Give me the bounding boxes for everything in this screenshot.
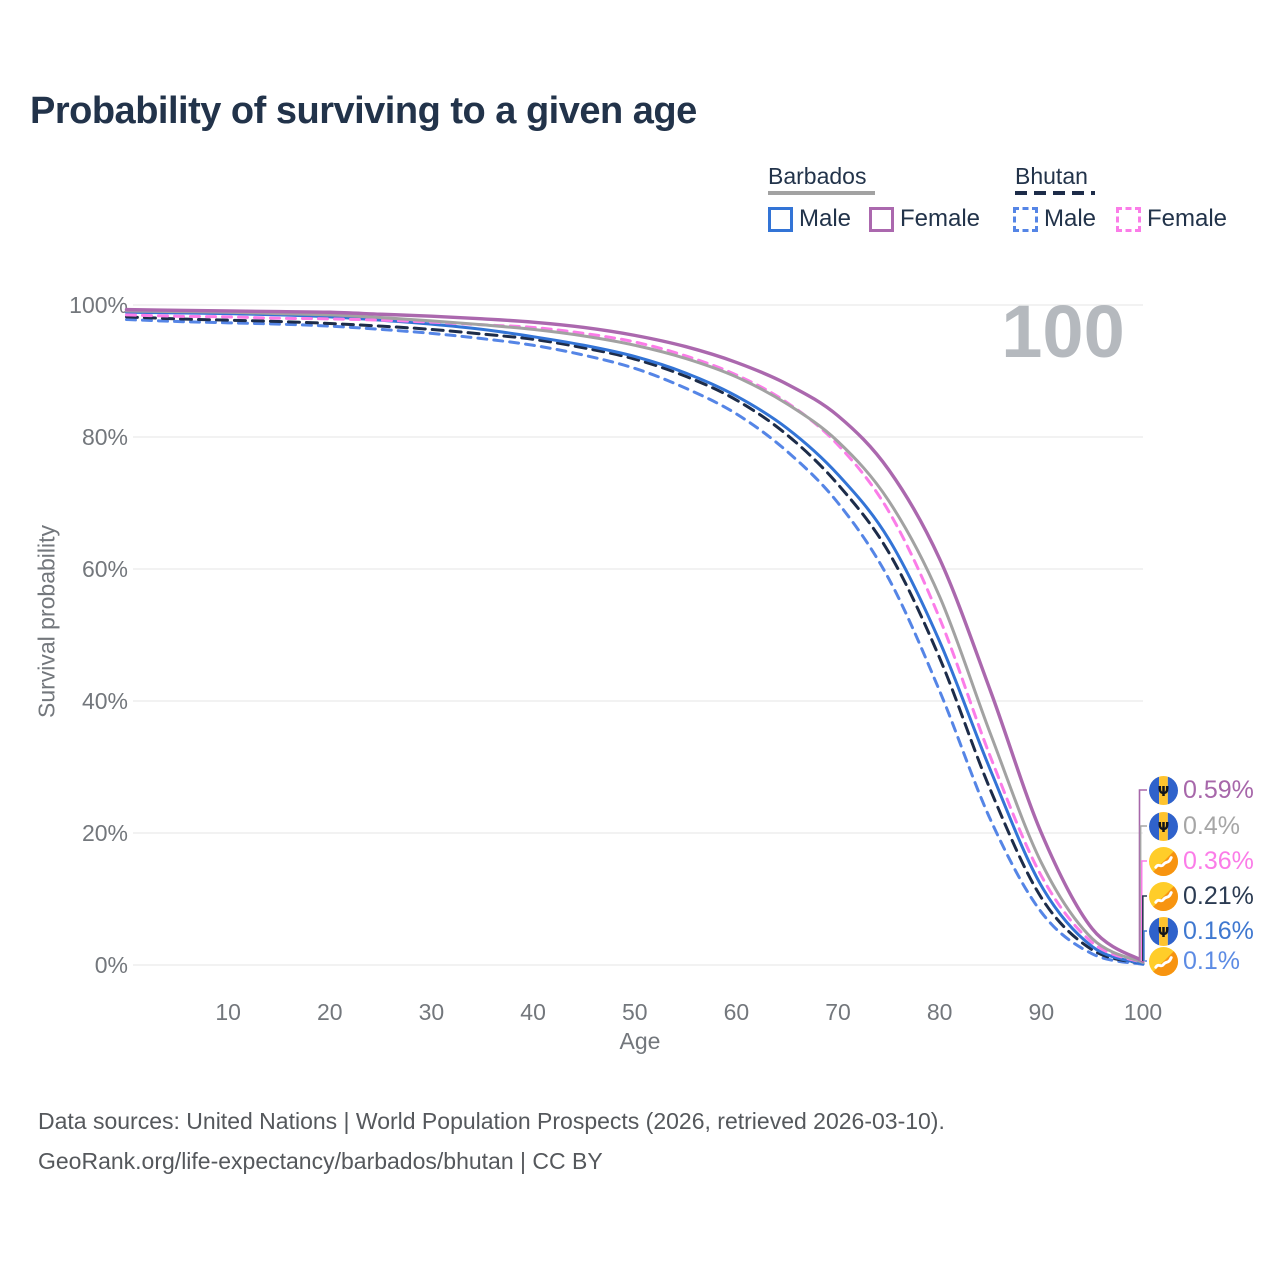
end-label-connector-4 — [1143, 930, 1147, 961]
x-tick-label-70: 70 — [825, 999, 851, 1025]
barbados-flag-icon: Ψ — [1149, 811, 1178, 841]
bhutan-flag-icon — [1149, 846, 1178, 876]
x-tick-label-60: 60 — [723, 999, 750, 1025]
end-label-value: 0.36% — [1183, 846, 1254, 875]
end-label-row-bhutan-0.1%: 0.1% — [1149, 945, 1240, 977]
y-tick-label-40: 40% — [81, 688, 128, 714]
end-label-connector-1 — [1139, 825, 1147, 961]
bhutan-female-swatch-icon — [1116, 206, 1141, 232]
legend-item-bhutan-male[interactable]: Male — [1013, 205, 1096, 233]
end-label-row-barbados-0.16%: Ψ 0.16% — [1149, 915, 1254, 947]
barbados-male-swatch-icon — [768, 206, 793, 232]
end-label-value: 0.21% — [1183, 881, 1254, 910]
end-label-row-bhutan-0.36%: 0.36% — [1149, 845, 1254, 877]
end-label-value: 0.59% — [1183, 775, 1254, 804]
end-label-row-bhutan-0.21%: 0.21% — [1149, 880, 1254, 912]
y-tick-label-20: 20% — [81, 820, 128, 846]
legend-group-barbados[interactable]: Barbados — [768, 163, 867, 189]
legend-item-barbados-female[interactable]: Female — [869, 205, 980, 233]
end-label-row-barbados-0.4%: Ψ 0.4% — [1149, 810, 1240, 842]
end-label-connector-0 — [1138, 789, 1147, 961]
end-label-row-barbados-0.59%: Ψ 0.59% — [1149, 774, 1254, 806]
series-line-bhutan-male — [125, 318, 1145, 966]
page-title: Probability of surviving to a given age — [30, 90, 697, 132]
legend-item-barbados-male[interactable]: Male — [768, 205, 851, 233]
bhutan-male-swatch-icon — [1013, 206, 1038, 232]
age-watermark: 100 — [1001, 290, 1125, 373]
series-line-bhutan-female — [125, 313, 1145, 965]
data-sources-text: Data sources: United Nations | World Pop… — [38, 1108, 945, 1134]
y-tick-label-80: 80% — [81, 424, 128, 450]
series-line-bhutan-all — [125, 315, 1145, 966]
x-tick-label-90: 90 — [1028, 999, 1055, 1025]
barbados-flag-icon: Ψ — [1149, 916, 1178, 946]
legend-item-bhutan-female[interactable]: Female — [1116, 205, 1227, 233]
bhutan-flag-icon — [1149, 946, 1178, 976]
y-tick-label-100: 100% — [69, 292, 128, 318]
end-label-value: 0.4% — [1183, 811, 1240, 840]
series-line-barbados-all — [125, 309, 1145, 964]
x-tick-label-80: 80 — [926, 999, 953, 1025]
svg-text:Ψ: Ψ — [1158, 924, 1169, 940]
x-tick-label-20: 20 — [317, 999, 343, 1025]
x-axis-title: Age — [619, 1028, 661, 1054]
series-line-barbados-male — [125, 310, 1145, 966]
svg-text:Ψ: Ψ — [1158, 783, 1169, 799]
y-tick-label-0: 0% — [94, 952, 128, 978]
bhutan-line-swatch — [1015, 191, 1095, 195]
bhutan-flag-icon — [1149, 881, 1178, 911]
x-tick-label-10: 10 — [215, 999, 241, 1025]
legend-label: Female — [900, 205, 981, 232]
x-tick-label-50: 50 — [621, 999, 648, 1025]
legend-label: Male — [799, 205, 852, 232]
svg-text:Ψ: Ψ — [1158, 819, 1169, 835]
x-tick-label-30: 30 — [418, 999, 445, 1025]
attribution-text: GeoRank.org/life-expectancy/barbados/bhu… — [38, 1148, 603, 1174]
end-label-value: 0.1% — [1183, 946, 1240, 975]
end-label-connector-2 — [1140, 860, 1147, 961]
end-label-connector-3 — [1142, 895, 1147, 961]
x-tick-label-40: 40 — [520, 999, 546, 1025]
barbados-line-swatch — [768, 191, 875, 195]
barbados-flag-icon: Ψ — [1149, 775, 1178, 805]
x-tick-label-100: 100 — [1123, 999, 1163, 1025]
legend-group-bhutan[interactable]: Bhutan — [1015, 163, 1088, 189]
barbados-female-swatch-icon — [869, 206, 894, 232]
end-label-value: 0.16% — [1183, 916, 1254, 945]
legend-label: Male — [1044, 205, 1097, 232]
series-line-barbados-female — [124, 307, 1145, 963]
y-tick-label-60: 60% — [81, 556, 128, 582]
legend-label: Female — [1147, 205, 1228, 232]
